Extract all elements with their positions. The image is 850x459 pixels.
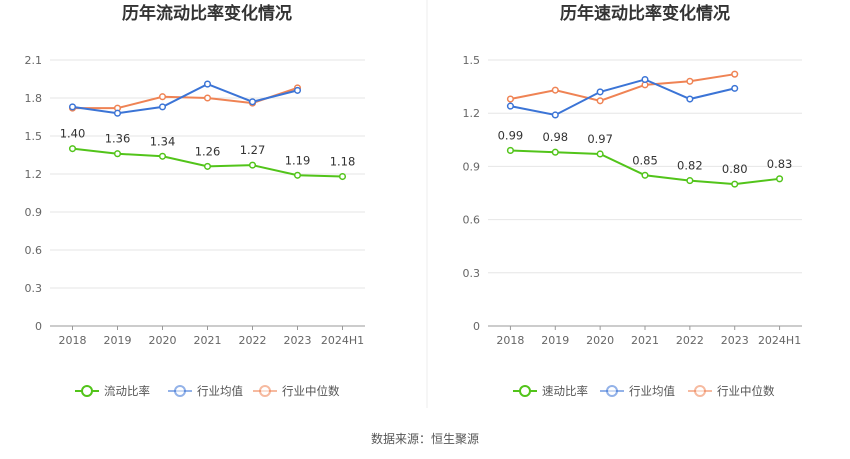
data-label: 0.83 [767, 157, 793, 171]
industry-average-series-point [248, 98, 257, 106]
data-label: 0.85 [632, 153, 658, 167]
x-tick-label: 2024H1 [758, 334, 801, 347]
data-label: 1.36 [105, 132, 131, 146]
legend-label: 速动比率 [542, 384, 588, 398]
data-label: 0.82 [677, 159, 703, 173]
data-label: 0.99 [498, 128, 524, 142]
legend-marker [694, 385, 706, 397]
x-tick-label: 2018 [496, 334, 524, 347]
y-tick-label: 1.2 [25, 168, 43, 181]
x-tick-label: 2021 [194, 334, 222, 347]
y-tick-label: 0.9 [25, 206, 43, 219]
y-tick-label: 0.9 [463, 160, 481, 173]
x-tick-label: 2019 [104, 334, 132, 347]
company-series-point [641, 171, 649, 179]
x-tick-label: 2023 [721, 334, 749, 347]
industry-median-series-line [510, 73, 735, 102]
y-tick-label: 0.3 [463, 267, 481, 280]
industry-average-series-point [506, 102, 514, 110]
quick-ratio-chart: 历年速动比率变化情况 0 0.3 0.6 0.9 1.2 1.5 2018 2019 2020 20… [463, 3, 802, 398]
industry-average-series-point [293, 86, 302, 94]
industry-average-series-point [158, 103, 167, 111]
industry-average-series-point [596, 88, 604, 96]
company-series-point [596, 150, 604, 158]
chart-title: 历年速动比率变化情况 [560, 3, 730, 24]
industry-average-series-point [686, 95, 694, 103]
industry-average-series-point [68, 103, 77, 111]
industry-average-series-point [731, 84, 739, 92]
company-series-point [506, 146, 514, 154]
y-tick-label: 1.5 [463, 54, 481, 67]
chart-title: 历年流动比率变化情况 [122, 3, 292, 24]
legend-marker [606, 385, 618, 397]
company-series-point [203, 162, 212, 170]
industry-average-series-point [203, 80, 212, 88]
x-tick-label: 2022 [676, 334, 704, 347]
legend-marker [259, 385, 271, 397]
legend-label: 行业中位数 [282, 384, 340, 398]
y-tick-label: 1.5 [25, 130, 43, 143]
y-tick-label: 0.3 [25, 282, 43, 295]
legend-label: 行业均值 [197, 384, 243, 398]
x-tick-label: 2022 [239, 334, 267, 347]
industry-median-series-point [686, 77, 694, 85]
x-tick-label: 2024H1 [321, 334, 364, 347]
company-series-point [776, 175, 784, 183]
company-series-point [248, 161, 257, 169]
current-ratio-chart: 历年流动比率变化情况 0 0.3 0.6 0.9 1.2 1.5 1.8 2.1 2018 2019… [25, 3, 365, 398]
industry-average-series-point [113, 109, 122, 117]
industry-average-series-line [510, 78, 735, 117]
y-tick-label: 1.8 [25, 92, 43, 105]
data-label: 0.80 [722, 162, 748, 176]
legend-marker [174, 385, 186, 397]
data-label: 1.19 [285, 153, 311, 167]
industry-average-series-point [551, 111, 559, 119]
industry-median-series-point [596, 97, 604, 105]
legend-marker [81, 385, 93, 397]
x-tick-label: 2019 [541, 334, 569, 347]
legend-label: 行业均值 [629, 384, 675, 398]
company-series-point [686, 177, 694, 185]
company-series-point [158, 152, 167, 160]
company-series-point [68, 145, 77, 153]
data-label: 1.27 [240, 143, 266, 157]
industry-median-series-point [731, 70, 739, 78]
data-label: 1.18 [330, 155, 356, 169]
x-tick-label: 2023 [284, 334, 312, 347]
legend-marker [519, 385, 531, 397]
company-series-point [551, 148, 559, 156]
x-tick-label: 2020 [149, 334, 177, 347]
company-series-point [113, 150, 122, 158]
y-tick-label: 0.6 [463, 214, 481, 227]
data-label: 0.98 [542, 130, 568, 144]
legend-label: 行业中位数 [717, 384, 775, 398]
y-tick-label: 0 [473, 320, 480, 333]
industry-average-series-point [641, 75, 649, 84]
data-label: 1.40 [60, 127, 86, 141]
company-series-point [338, 172, 347, 181]
data-label: 1.26 [195, 144, 221, 158]
industry-median-series-point [551, 86, 559, 94]
data-label: 0.97 [587, 132, 613, 146]
industry-median-series-point [506, 95, 514, 103]
data-source-note: 数据来源：恒生聚源 [370, 432, 479, 446]
y-tick-label: 2.1 [25, 54, 43, 67]
x-tick-label: 2018 [59, 334, 87, 347]
data-label: 1.34 [150, 134, 176, 148]
x-tick-label: 2020 [586, 334, 614, 347]
x-tick-label: 2021 [631, 334, 659, 347]
industry-median-series-point [203, 94, 212, 102]
y-tick-label: 0 [35, 320, 42, 333]
company-series-point [293, 171, 302, 179]
industry-median-series-point [158, 93, 167, 101]
legend-label: 流动比率 [104, 384, 150, 398]
company-series-point [731, 180, 739, 188]
y-tick-label: 0.6 [25, 244, 43, 257]
y-tick-label: 1.2 [463, 107, 481, 120]
charts-canvas: 历年流动比率变化情况 0 0.3 0.6 0.9 1.2 1.5 1.8 2.1 2018 2019… [25, 0, 802, 408]
industry-average-series-line [72, 82, 298, 115]
